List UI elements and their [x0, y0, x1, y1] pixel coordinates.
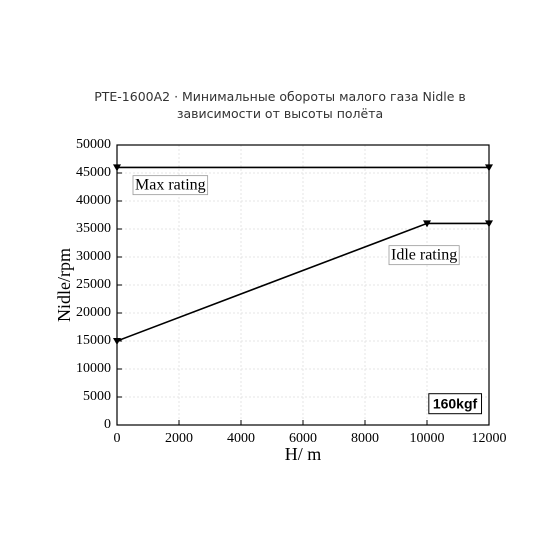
x-tick-label: 10000 — [410, 431, 445, 446]
y-tick-label: 45000 — [76, 165, 111, 180]
y-tick-label: 35000 — [76, 221, 111, 236]
x-tick-label: 0 — [114, 431, 121, 446]
y-tick-label: 30000 — [76, 249, 111, 264]
chart-title: PTE-1600A2 · Минимальные обороты малого … — [94, 89, 466, 121]
marker — [113, 338, 121, 345]
marker — [485, 220, 493, 228]
x-tick-label: 2000 — [165, 431, 193, 446]
series-label-box — [388, 245, 460, 266]
x-axis-label: H/ m — [285, 444, 322, 464]
y-tick-label: 50000 — [76, 137, 111, 152]
series-label: Max rating — [135, 177, 206, 194]
marker — [485, 164, 493, 172]
marker — [423, 220, 431, 228]
annotation-box — [428, 393, 483, 415]
x-tick-label: 6000 — [289, 431, 317, 446]
annotation: 160kgf — [433, 396, 478, 412]
series-label: Idle rating — [391, 247, 457, 264]
marker — [113, 164, 121, 172]
x-tick-label: 8000 — [351, 431, 379, 446]
series-label-box — [132, 175, 209, 196]
y-tick-label: 25000 — [76, 277, 111, 292]
y-axis-label: Nidle/rpm — [54, 248, 74, 322]
y-tick-label: 20000 — [76, 305, 111, 320]
y-tick-label: 0 — [104, 417, 111, 432]
x-tick-label: 4000 — [227, 431, 255, 446]
y-tick-label: 40000 — [76, 193, 111, 208]
plot-frame — [116, 144, 490, 426]
x-tick-label: 12000 — [472, 431, 507, 446]
y-tick-label: 15000 — [76, 333, 111, 348]
y-tick-label: 5000 — [83, 389, 111, 404]
y-tick-label: 10000 — [76, 361, 111, 376]
